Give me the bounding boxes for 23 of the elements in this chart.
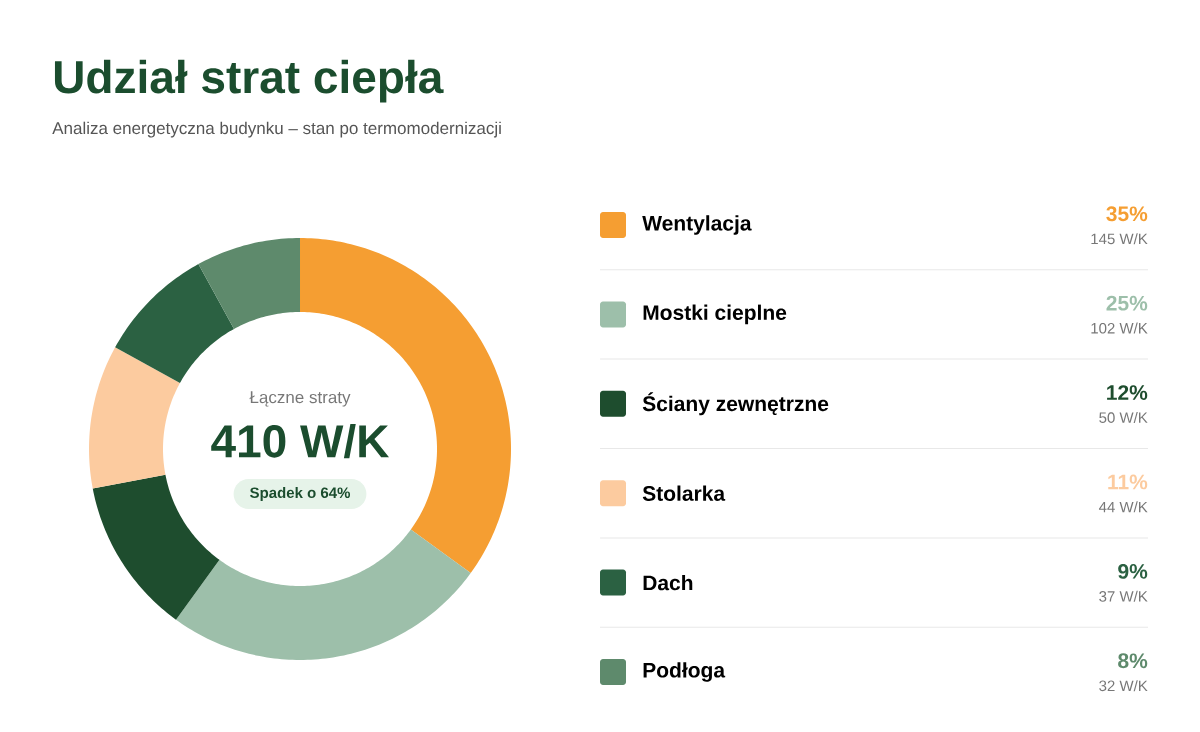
text: 410 W/K <box>211 423 390 459</box>
text: 11% <box>1108 474 1148 490</box>
text: Spadek o 64% <box>250 487 351 501</box>
legend-label: Podłoga <box>643 662 726 682</box>
text: 9% <box>1118 563 1148 579</box>
legend-label: Stolarka <box>642 485 726 501</box>
legend-label: Wentylacja <box>642 215 752 235</box>
legend-label: Dach <box>643 574 693 591</box>
chart-title: Udział strat ciepła <box>54 59 444 103</box>
text: 12% <box>1107 385 1148 400</box>
text: 32 W/K <box>1099 680 1148 692</box>
text: 44 W/K <box>1098 501 1148 513</box>
text: 25% <box>1106 295 1148 311</box>
text: 50 W/K <box>1099 411 1148 423</box>
text: 102 W/K <box>1091 322 1148 334</box>
legend-label: Mostki cieplne <box>643 304 787 325</box>
text: 35% <box>1106 206 1148 222</box>
text: 8% <box>1118 653 1148 669</box>
chart-subtitle: Analiza energetyczna budynku – stan po termomodernizacji <box>52 121 501 138</box>
text: Łączne straty <box>249 391 351 407</box>
legend-label: Ściany zewnętrzne <box>642 392 829 416</box>
text: 145 W/K <box>1091 233 1148 245</box>
text: 37 W/K <box>1099 590 1148 602</box>
